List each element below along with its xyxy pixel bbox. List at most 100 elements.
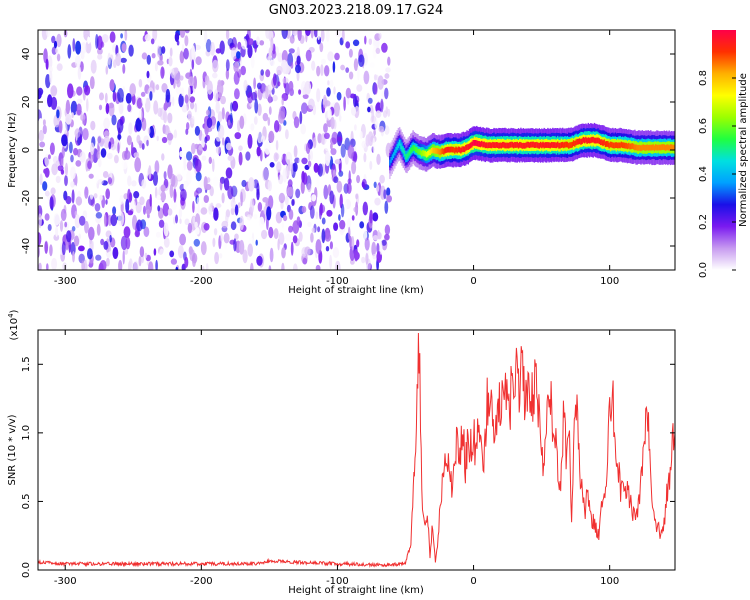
signal-cell	[484, 142, 487, 149]
signal-cell	[461, 146, 463, 153]
noise-cell	[221, 107, 225, 120]
noise-cell	[253, 116, 258, 125]
noise-cell	[73, 235, 80, 247]
noise-cell	[357, 66, 360, 81]
noise-cell	[124, 150, 131, 160]
noise-cell	[59, 220, 64, 232]
noise-cell	[163, 110, 168, 124]
noise-cell	[277, 52, 284, 63]
noise-cell	[42, 181, 48, 191]
signal-cell	[618, 142, 620, 149]
noise-cell	[103, 240, 109, 250]
noise-cell	[175, 266, 179, 270]
colorbar-tick-label: 0.0	[698, 262, 709, 278]
noise-cell	[178, 93, 184, 108]
noise-cell	[125, 147, 129, 154]
noise-cell	[325, 217, 331, 227]
signal-cell	[630, 143, 632, 150]
noise-cell	[186, 160, 193, 171]
noise-cell	[317, 165, 321, 176]
signal-cell	[602, 140, 604, 147]
noise-cell	[365, 134, 370, 147]
noise-cell	[337, 136, 343, 142]
noise-cell	[268, 226, 274, 239]
noise-cell	[184, 35, 189, 47]
signal-cell	[400, 143, 402, 150]
signal-cell	[472, 140, 474, 146]
noise-cell	[89, 76, 95, 90]
noise-cell	[339, 219, 346, 230]
noise-cell	[253, 214, 258, 220]
noise-cell	[88, 173, 94, 179]
signal-cell	[411, 146, 413, 153]
noise-cell	[154, 62, 158, 72]
noise-cell	[254, 98, 259, 114]
signal-cell	[389, 159, 391, 166]
signal-cell	[631, 143, 634, 149]
signal-cell	[489, 142, 491, 149]
noise-cell	[203, 176, 208, 191]
noise-cell	[97, 135, 103, 145]
signal-cell	[542, 141, 544, 148]
noise-cell	[315, 264, 321, 270]
signal-cell	[592, 136, 594, 143]
noise-cell	[237, 41, 242, 50]
noise-cell	[70, 154, 74, 163]
colorbar-label: Normalized spectral amplitude	[738, 73, 749, 227]
snr-panel: -300 -200 -100 0 100 0.0 0.5 1.0 1.5 Height of …	[7, 309, 676, 596]
noise-cell	[47, 224, 52, 231]
signal-cell	[569, 142, 571, 149]
signal-cell	[429, 149, 431, 156]
signal-cell	[390, 157, 392, 163]
noise-cell	[372, 165, 379, 176]
noise-cell	[260, 149, 263, 162]
noise-cell	[264, 141, 271, 155]
signal-cell	[558, 142, 560, 149]
noise-cell	[237, 202, 241, 209]
noise-cell	[96, 151, 101, 160]
signal-cell	[493, 142, 495, 148]
signal-cell	[403, 150, 406, 157]
noise-cell	[305, 142, 311, 154]
noise-cell	[81, 260, 85, 270]
noise-cell	[144, 252, 148, 259]
noise-cell	[213, 207, 219, 221]
signal-cell	[397, 142, 400, 149]
noise-cell	[175, 214, 178, 224]
noise-cell	[326, 209, 333, 217]
noise-cell	[296, 55, 301, 66]
signal-cell	[408, 149, 411, 156]
noise-cell	[128, 261, 132, 270]
snr-y-ticks: 0.0 0.5 1.0 1.5	[21, 356, 675, 578]
signal-cell	[526, 141, 528, 148]
noise-cell	[327, 51, 334, 62]
signal-cell	[471, 141, 473, 148]
noise-cell	[110, 214, 118, 227]
signal-cell	[505, 142, 507, 149]
signal-cell	[508, 142, 510, 149]
noise-cell	[174, 32, 180, 43]
noise-cell	[85, 40, 92, 54]
noise-cell	[160, 191, 166, 202]
noise-cell	[257, 202, 263, 212]
noise-cell	[223, 232, 230, 244]
signal-cell	[433, 147, 435, 154]
signal-cell	[591, 136, 593, 143]
noise-cell	[353, 58, 359, 71]
signal-cell	[645, 145, 647, 151]
noise-cell	[258, 216, 265, 229]
noise-cell	[107, 102, 115, 109]
signal-cell	[498, 142, 500, 149]
noise-cell	[90, 142, 95, 156]
noise-cell	[49, 142, 55, 155]
noise-cell	[220, 95, 227, 105]
noise-cell	[253, 77, 256, 90]
noise-cell	[379, 241, 383, 255]
noise-cell	[376, 153, 381, 165]
signal-cell	[395, 147, 397, 153]
noise-cell	[175, 85, 182, 95]
noise-cell	[367, 97, 373, 104]
noise-cell	[194, 190, 199, 198]
signal-cell	[487, 142, 489, 149]
noise-cell	[112, 247, 119, 259]
